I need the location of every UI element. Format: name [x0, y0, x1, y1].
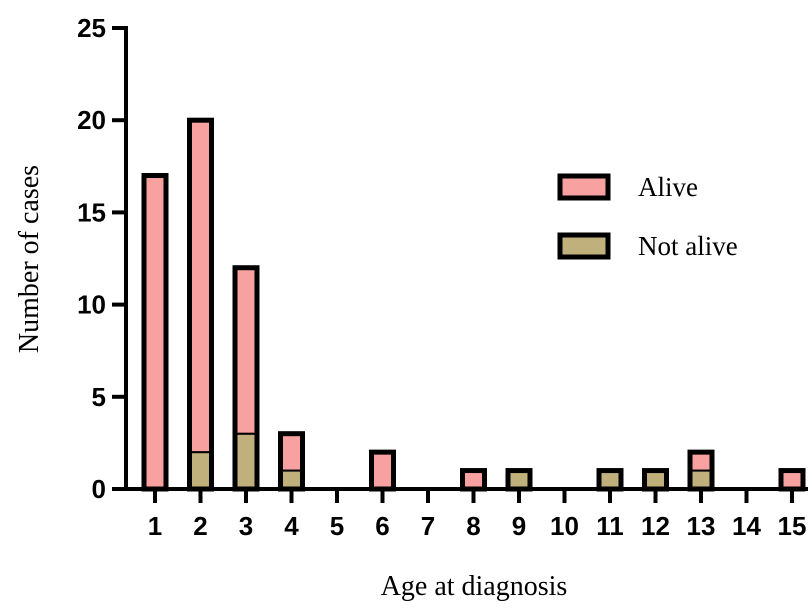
- y-ticks: 0 5 10 15 20 25: [77, 13, 126, 504]
- legend-label-alive: Alive: [638, 172, 698, 202]
- bar-not-alive-age-13: [689, 469, 713, 490]
- x-tick-label: 14: [732, 511, 761, 541]
- x-tick-label: 11: [596, 511, 624, 541]
- legend-label-not-alive: Not alive: [638, 231, 738, 261]
- y-tick-label: 10: [77, 290, 106, 320]
- bar-alive-age-2: [188, 119, 213, 454]
- y-tick-label: 15: [77, 197, 106, 227]
- axes-layer: [124, 26, 808, 491]
- x-tick-label: 12: [641, 511, 670, 541]
- x-tick-label: 2: [193, 511, 207, 541]
- x-ticks: 1 2 3 4 5 6 7 8 9 10 11 12 13 14 15: [148, 489, 807, 541]
- x-tick-label: 3: [239, 511, 253, 541]
- x-tick-label: 1: [148, 511, 162, 541]
- legend-swatch-alive: [557, 173, 611, 201]
- bar-alive-age-15: [780, 469, 804, 490]
- x-tick-label: 13: [687, 511, 716, 541]
- bar-alive-age-6: [370, 451, 395, 490]
- y-tick-label: 0: [92, 474, 106, 504]
- y-axis-title: Number of cases: [14, 165, 45, 353]
- legend-swatch-not-alive: [557, 232, 611, 260]
- x-tick-label: 15: [778, 511, 807, 541]
- x-tick-label: 10: [550, 511, 579, 541]
- bar-alive-age-4: [279, 432, 304, 472]
- x-tick-label: 6: [375, 511, 389, 541]
- bar-not-alive-age-9: [507, 469, 531, 490]
- bar-alive-age-8: [461, 469, 486, 490]
- bar-alive-age-13: [689, 451, 713, 472]
- y-tick-label: 20: [77, 105, 106, 135]
- x-tick-label: 5: [330, 511, 344, 541]
- x-tick-label: 8: [466, 511, 480, 541]
- y-tick-label: 5: [92, 382, 106, 412]
- bar-not-alive-age-12: [643, 469, 668, 490]
- x-tick-label: 7: [421, 511, 435, 541]
- y-tick-label: 25: [77, 13, 106, 43]
- bar-alive-age-3: [234, 266, 258, 435]
- x-tick-label: 9: [512, 511, 526, 541]
- bar-not-alive-age-3: [234, 432, 258, 490]
- bar-not-alive-age-11: [598, 469, 622, 490]
- bar-not-alive-age-4: [279, 469, 304, 490]
- x-axis-title: Age at diagnosis: [381, 571, 568, 602]
- bars-layer: [141, 117, 806, 492]
- bar-alive-age-1: [143, 174, 167, 491]
- x-tick-label: 4: [284, 511, 299, 541]
- legend: Alive Not alive: [557, 172, 738, 261]
- bar-not-alive-age-2: [188, 451, 213, 490]
